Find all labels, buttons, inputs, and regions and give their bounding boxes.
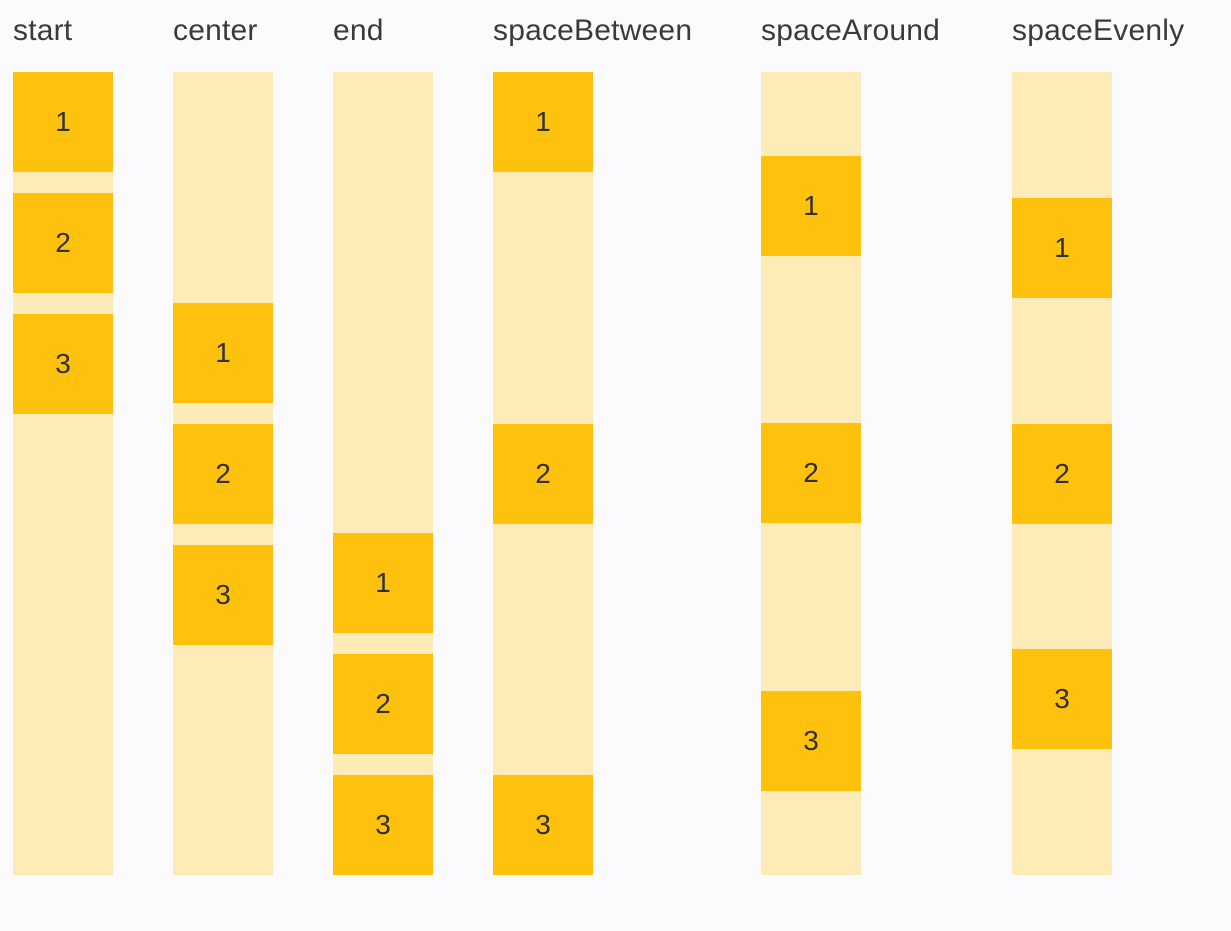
flex-item-2: 2: [333, 654, 433, 754]
flex-track-center: 1 2 3: [173, 72, 273, 875]
column-space-between: spaceBetween 1 2 3: [493, 10, 701, 875]
column-space-around: spaceAround 1 2 3: [761, 10, 952, 875]
column-end: end 1 2 3: [333, 10, 433, 875]
alignment-columns-row: start 1 2 3 center 1 2 3 end 1 2 3: [13, 10, 1188, 875]
column-space-evenly: spaceEvenly 1 2 3: [1012, 10, 1188, 875]
flex-item-2: 2: [761, 423, 861, 524]
column-label-space-evenly: spaceEvenly: [1012, 14, 1185, 47]
flex-item-2: 2: [173, 423, 273, 524]
flex-item-3: 3: [493, 775, 593, 875]
flex-track-end: 1 2 3: [333, 72, 433, 875]
flex-item-1: 1: [493, 72, 593, 172]
flex-item-1: 1: [13, 72, 113, 172]
column-start: start 1 2 3: [13, 10, 113, 875]
column-label-start: start: [13, 14, 73, 47]
flex-item-2: 2: [493, 423, 593, 524]
column-label-space-around: spaceAround: [761, 14, 940, 47]
flex-item-1: 1: [173, 302, 273, 403]
flex-item-3: 3: [173, 544, 273, 645]
flex-item-2: 2: [13, 193, 113, 293]
flex-track-start: 1 2 3: [13, 72, 113, 875]
flex-item-3: 3: [761, 691, 861, 792]
flex-track-space-evenly: 1 2 3: [1012, 72, 1112, 875]
flex-track-space-around: 1 2 3: [761, 72, 861, 875]
column-label-end: end: [333, 14, 384, 47]
flex-item-1: 1: [333, 533, 433, 633]
flex-item-3: 3: [333, 775, 433, 875]
column-label-center: center: [173, 14, 258, 47]
column-label-space-between: spaceBetween: [493, 14, 693, 47]
flex-item-1: 1: [1012, 197, 1112, 298]
flex-track-space-between: 1 2 3: [493, 72, 593, 875]
flex-item-3: 3: [1012, 649, 1112, 750]
flex-item-1: 1: [761, 155, 861, 256]
flex-item-3: 3: [13, 314, 113, 414]
flex-item-2: 2: [1012, 423, 1112, 524]
column-center: center 1 2 3: [173, 10, 273, 875]
